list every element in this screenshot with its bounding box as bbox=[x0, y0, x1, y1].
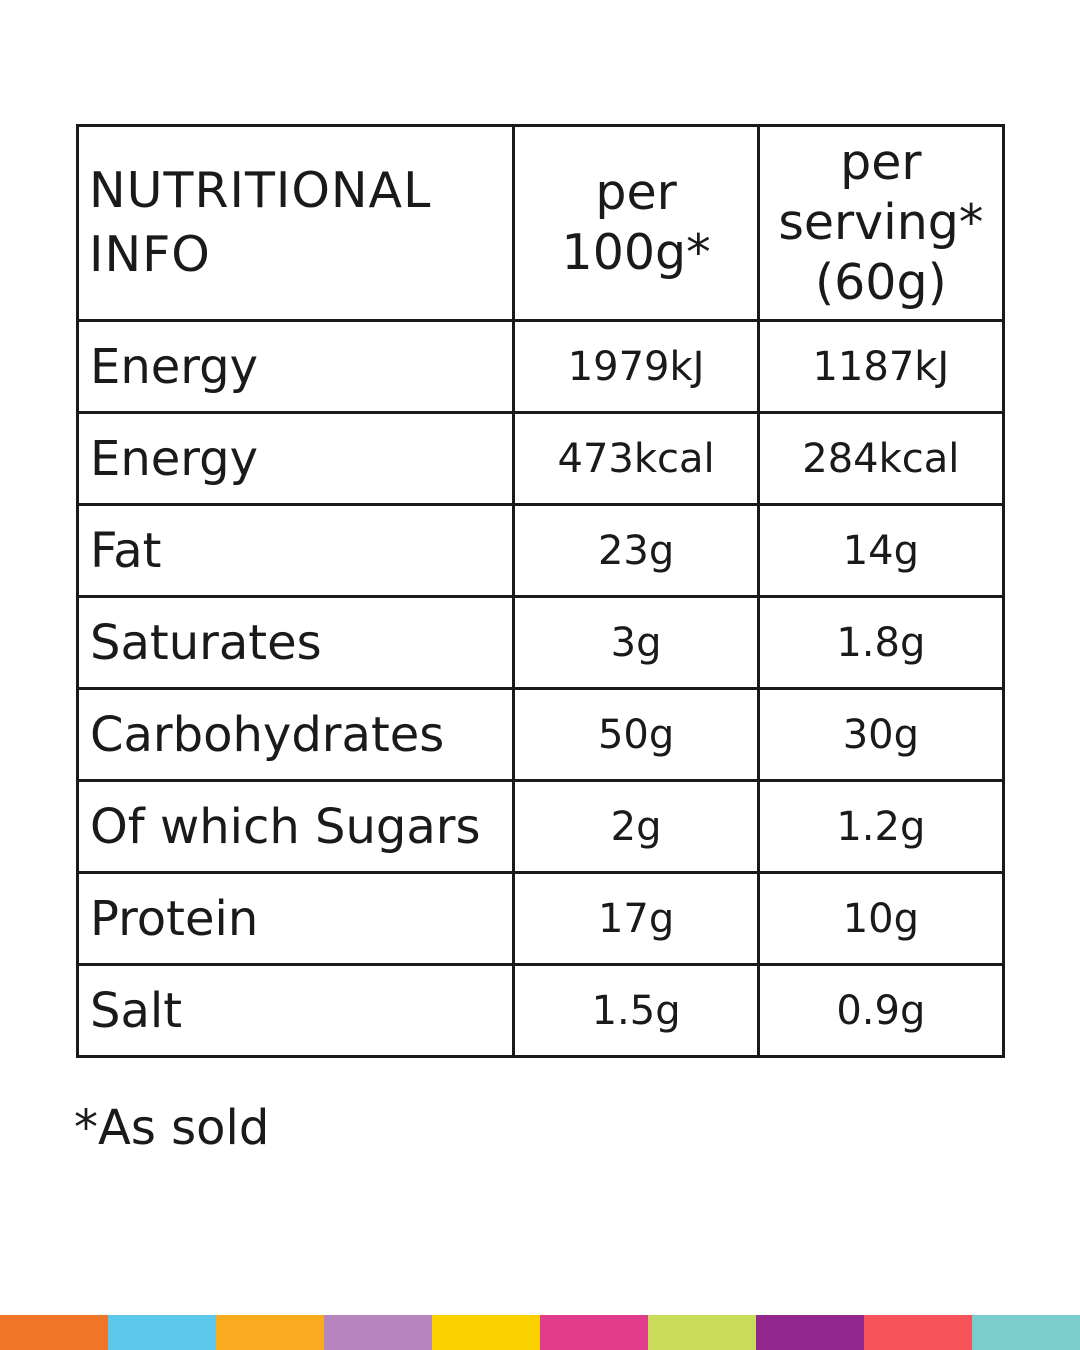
value-per-serving: 10g bbox=[756, 871, 1006, 966]
color-stripe-segment bbox=[324, 1315, 432, 1350]
table-row: Protein 17g 10g bbox=[75, 871, 1006, 966]
nutrient-name: Saturates bbox=[75, 595, 516, 690]
header-name-line: NUTRITIONAL bbox=[89, 162, 432, 219]
value-per-serving: 284kcal bbox=[756, 411, 1006, 506]
nutrient-name: Protein bbox=[75, 871, 516, 966]
value-per-serving: 0.9g bbox=[756, 963, 1006, 1058]
table-row: Saturates 3g 1.8g bbox=[75, 595, 1006, 690]
value-per-serving: 14g bbox=[756, 503, 1006, 598]
header-per-100g: per 100g* bbox=[512, 124, 760, 322]
nutrient-name: Energy bbox=[75, 411, 516, 506]
header-row: NUTRITIONAL INFO per 100g* per serving* … bbox=[75, 124, 1006, 322]
value-per-100g: 1979kJ bbox=[512, 319, 760, 414]
value-per-serving: 1.8g bbox=[756, 595, 1006, 690]
header-per100-line: 100g* bbox=[561, 224, 711, 281]
nutrient-name: Carbohydrates bbox=[75, 687, 516, 782]
table-row: Energy 1979kJ 1187kJ bbox=[75, 319, 1006, 414]
header-per-serving: per serving* (60g) bbox=[756, 124, 1006, 322]
nutrient-name: Of which Sugars bbox=[75, 779, 516, 874]
nutrient-name: Energy bbox=[75, 319, 516, 414]
color-stripe-bar bbox=[0, 1315, 1080, 1350]
table-row: Energy 473kcal 284kcal bbox=[75, 411, 1006, 506]
table-row: Carbohydrates 50g 30g bbox=[75, 687, 1006, 782]
header-per100-line: per bbox=[595, 164, 677, 221]
nutrition-table: NUTRITIONAL INFO per 100g* per serving* … bbox=[75, 124, 1006, 1058]
color-stripe-segment bbox=[432, 1315, 540, 1350]
color-stripe-segment bbox=[0, 1315, 108, 1350]
value-per-100g: 2g bbox=[512, 779, 760, 874]
header-serving-line: (60g) bbox=[815, 254, 947, 311]
color-stripe-segment bbox=[216, 1315, 324, 1350]
color-stripe-segment bbox=[864, 1315, 972, 1350]
value-per-100g: 50g bbox=[512, 687, 760, 782]
value-per-100g: 1.5g bbox=[512, 963, 760, 1058]
header-serving-line: per bbox=[840, 134, 922, 191]
nutrient-name: Salt bbox=[75, 963, 516, 1058]
value-per-100g: 3g bbox=[512, 595, 760, 690]
footnote: *As sold bbox=[74, 1100, 270, 1156]
header-name-line: INFO bbox=[89, 226, 211, 283]
table-row: Of which Sugars 2g 1.2g bbox=[75, 779, 1006, 874]
nutrient-name: Fat bbox=[75, 503, 516, 598]
value-per-100g: 473kcal bbox=[512, 411, 760, 506]
value-per-100g: 23g bbox=[512, 503, 760, 598]
value-per-serving: 1187kJ bbox=[756, 319, 1006, 414]
table-row: Salt 1.5g 0.9g bbox=[75, 963, 1006, 1058]
color-stripe-segment bbox=[540, 1315, 648, 1350]
color-stripe-segment bbox=[972, 1315, 1080, 1350]
value-per-serving: 1.2g bbox=[756, 779, 1006, 874]
header-nutritional-info: NUTRITIONAL INFO bbox=[75, 124, 516, 322]
header-serving-line: serving* bbox=[778, 194, 984, 251]
value-per-100g: 17g bbox=[512, 871, 760, 966]
table-row: Fat 23g 14g bbox=[75, 503, 1006, 598]
value-per-serving: 30g bbox=[756, 687, 1006, 782]
color-stripe-segment bbox=[648, 1315, 756, 1350]
color-stripe-segment bbox=[756, 1315, 864, 1350]
color-stripe-segment bbox=[108, 1315, 216, 1350]
